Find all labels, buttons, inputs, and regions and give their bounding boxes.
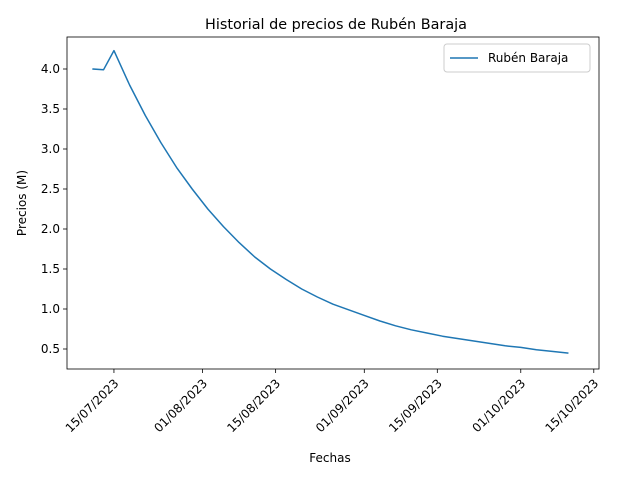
chart-title: Historial de precios de Rubén Baraja bbox=[205, 17, 467, 33]
y-axis: 0.5 1.0 1.5 2.0 2.5 3.0 3.5 4.0 bbox=[41, 62, 67, 356]
legend-label: Rubén Baraja bbox=[488, 51, 568, 65]
x-axis-label: Fechas bbox=[309, 451, 350, 465]
y-axis-label: Precios (M) bbox=[15, 170, 29, 236]
plot-frame bbox=[66, 36, 600, 370]
y-tick-label: 2.5 bbox=[41, 182, 60, 196]
legend: Rubén Baraja bbox=[443, 43, 591, 73]
plot-background bbox=[67, 37, 599, 369]
series-line bbox=[92, 49, 569, 354]
y-tick-label: 4.0 bbox=[41, 62, 60, 76]
y-tick-label: 1.5 bbox=[41, 262, 60, 276]
series-lines bbox=[92, 49, 569, 354]
y-tick-label: 3.5 bbox=[41, 102, 60, 116]
y-tick-label: 1.0 bbox=[41, 302, 60, 316]
y-tick-label: 3.0 bbox=[41, 142, 60, 156]
y-tick-label: 2.0 bbox=[41, 222, 60, 236]
y-tick-label: 0.5 bbox=[41, 342, 60, 356]
legend-box bbox=[443, 43, 591, 73]
